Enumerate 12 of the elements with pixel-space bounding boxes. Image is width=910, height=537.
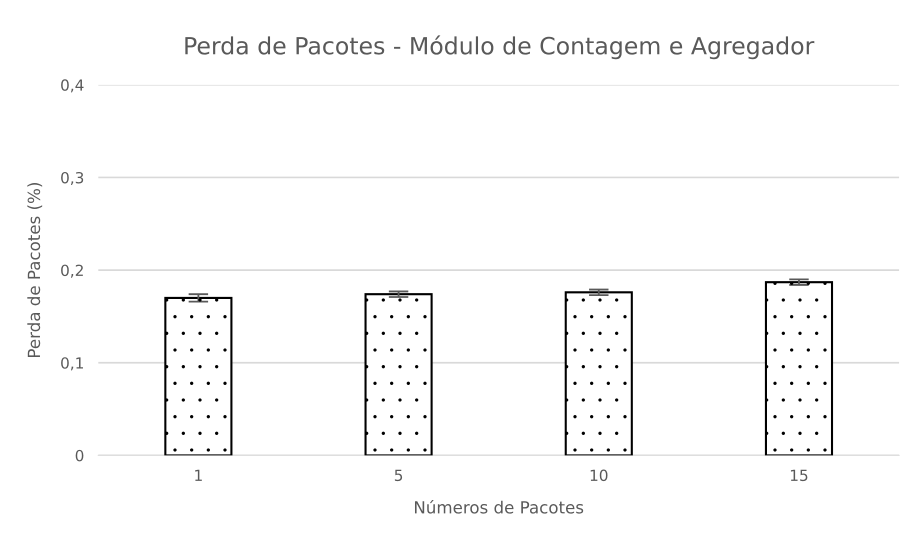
y-tick-label: 0,3 [61, 172, 84, 186]
x-tick-label: 10 [590, 470, 608, 482]
y-tick-label: 0,2 [61, 264, 83, 278]
y-tick-label: 0,1 [61, 357, 83, 370]
x-tick-label: 15 [790, 470, 808, 482]
x-axis-title: Números de Pacotes [414, 500, 584, 514]
y-tick-label: 0 [76, 450, 84, 462]
y-tick-label: 0,4 [61, 79, 84, 92]
y-axis-title: Perda de Pacotes (%) [27, 183, 42, 357]
x-tick-label: 1 [195, 470, 202, 481]
chart-title: Perda de Pacotes - Módulo de Contagem e Agregador [185, 35, 814, 60]
x-tick-label: 5 [394, 470, 402, 482]
